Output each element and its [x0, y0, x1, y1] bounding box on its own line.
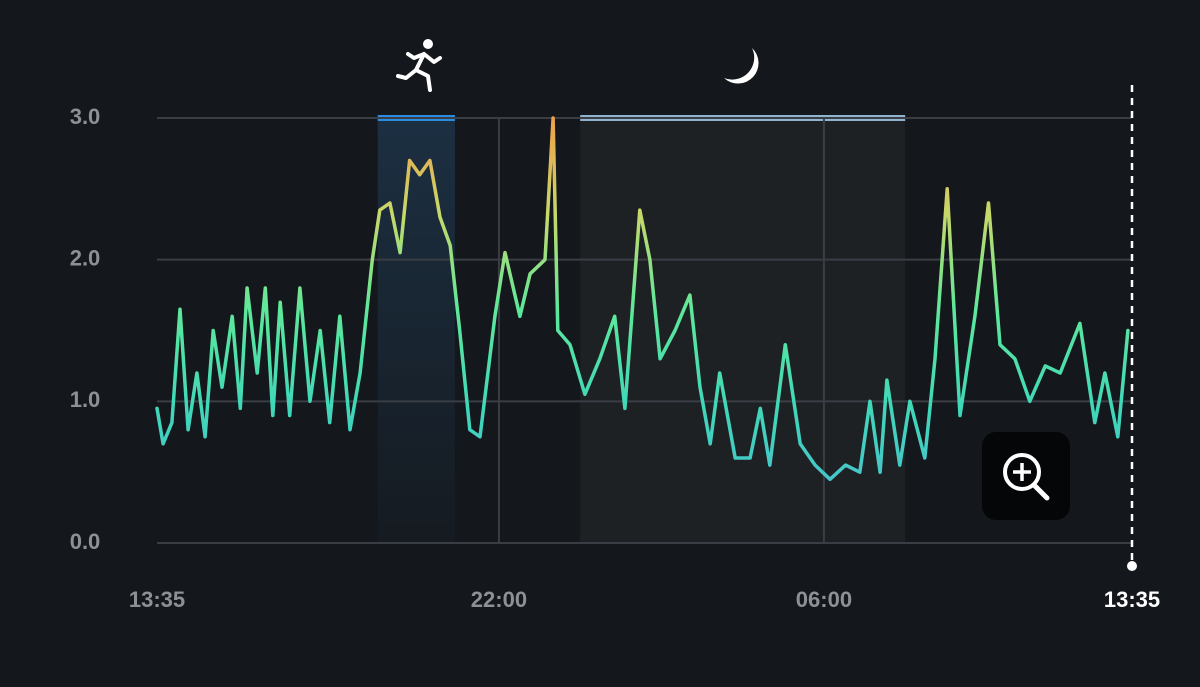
band-area [377, 118, 455, 543]
now-dot [1127, 561, 1137, 571]
band-area [580, 118, 906, 543]
moon-icon [724, 48, 759, 84]
data-line [155, 116, 1130, 482]
run-icon [396, 39, 442, 92]
x-tick-label: 22:00 [471, 587, 527, 612]
y-tick-label: 1.0 [70, 387, 101, 412]
plot [155, 116, 1130, 482]
y-tick-label: 3.0 [70, 104, 101, 129]
y-tick-label: 2.0 [70, 245, 101, 270]
bands [377, 115, 906, 543]
y-tick-label: 0.0 [70, 529, 101, 554]
x-tick-label: 06:00 [796, 587, 852, 612]
x-tick-label: 13:35 [129, 587, 185, 612]
zoom-button[interactable] [982, 432, 1070, 520]
x-tick-label: 13:35 [1104, 587, 1160, 612]
